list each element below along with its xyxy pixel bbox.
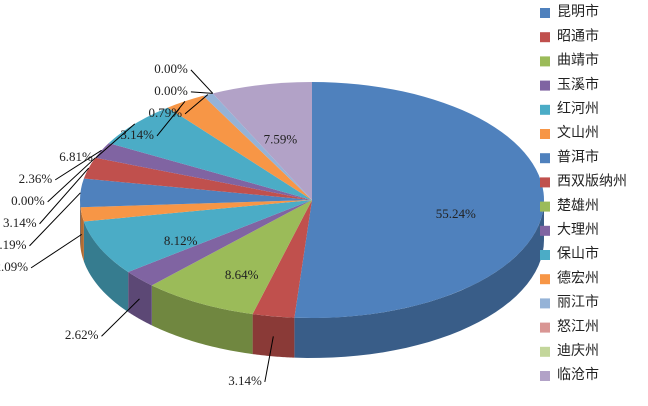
legend-swatch (540, 298, 550, 308)
legend-swatch (540, 129, 550, 139)
legend-label: 文山州 (557, 125, 599, 141)
data-label: 2.36% (19, 171, 53, 186)
legend-swatch (540, 347, 550, 357)
legend-swatch (540, 177, 550, 187)
data-label: 8.64% (225, 267, 259, 282)
legend-swatch (540, 371, 550, 381)
data-label: 3.14% (228, 373, 262, 388)
data-label: 7.59% (264, 132, 298, 147)
data-label: 0.00% (154, 61, 188, 76)
pie-side (253, 314, 295, 358)
legend: 昆明市昭通市曲靖市玉溪市红河州文山州普洱市西双版纳州楚雄州大理州保山市德宏州丽江… (540, 3, 627, 383)
legend-label: 楚雄州 (557, 198, 599, 214)
legend-label: 西双版纳州 (557, 174, 627, 190)
legend-swatch (540, 274, 550, 284)
legend-label: 临沧市 (557, 366, 599, 383)
legend-swatch (540, 56, 550, 66)
legend-label: 丽江市 (557, 294, 599, 311)
legend-label: 玉溪市 (557, 76, 599, 93)
legend-swatch (540, 105, 550, 115)
legend-swatch (540, 250, 550, 260)
leader-line (191, 70, 213, 93)
legend-label: 德宏州 (557, 270, 599, 286)
legend-label: 曲靖市 (557, 52, 599, 69)
legend-label: 普洱市 (557, 148, 599, 165)
legend-swatch (540, 226, 550, 236)
legend-label: 保山市 (557, 245, 599, 262)
legend-label: 大理州 (557, 222, 599, 238)
data-label: 6.81% (59, 149, 93, 164)
data-label: 2.62% (65, 327, 99, 342)
legend-swatch (540, 32, 550, 42)
data-label: 55.24% (436, 206, 476, 221)
data-label: 2.09% (0, 259, 28, 274)
legend-swatch (540, 153, 550, 163)
legend-label: 迪庆州 (557, 343, 599, 359)
legend-swatch (540, 8, 550, 18)
data-label: 4.19% (0, 237, 27, 252)
data-label: 0.00% (11, 193, 45, 208)
legend-label: 红河州 (557, 101, 599, 117)
leader-line (191, 92, 213, 93)
data-label: 0.00% (154, 83, 188, 98)
legend-swatch (540, 81, 550, 91)
legend-label: 昆明市 (557, 3, 599, 20)
leader-line (31, 234, 82, 268)
data-label: 8.12% (164, 233, 198, 248)
legend-label: 怒江州 (557, 319, 599, 335)
data-label: 0.79% (148, 105, 182, 120)
legend-label: 昭通市 (557, 27, 599, 44)
data-label: 3.14% (3, 215, 37, 230)
legend-swatch (540, 323, 550, 333)
legend-swatch (540, 202, 550, 212)
data-label: 3.14% (120, 127, 154, 142)
